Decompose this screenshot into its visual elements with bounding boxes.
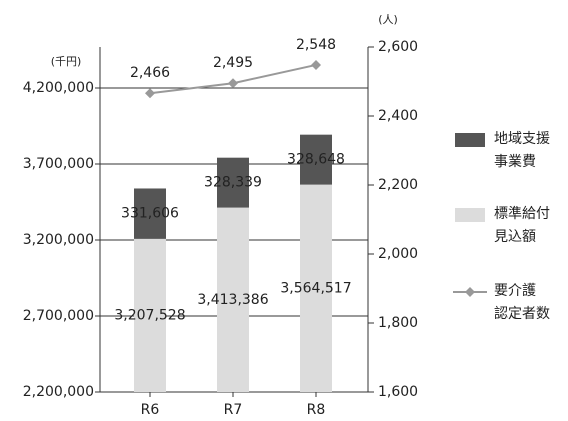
y-tick-label: 4,200,000 bbox=[23, 80, 94, 96]
legend-label: 地域支援 事業費 bbox=[494, 131, 550, 170]
bar-value-label: 331,606 bbox=[121, 206, 179, 222]
bar-value-label: 328,648 bbox=[287, 152, 345, 168]
bar-segment bbox=[217, 207, 249, 392]
legend-marker bbox=[465, 287, 475, 297]
y2-tick-label: 2,600 bbox=[378, 39, 418, 55]
y-tick-label: 3,700,000 bbox=[23, 156, 94, 172]
bar-value-label: 3,413,386 bbox=[197, 292, 268, 308]
y2-tick-label: 2,000 bbox=[378, 246, 418, 262]
x-tick-label: R7 bbox=[224, 402, 243, 418]
bar-segment bbox=[300, 184, 332, 392]
bar-value-label: 328,339 bbox=[204, 175, 262, 191]
marker bbox=[228, 78, 238, 89]
y2-tick-label: 2,200 bbox=[378, 177, 418, 193]
y2-tick-label: 2,400 bbox=[378, 108, 418, 124]
legend-swatch bbox=[455, 133, 485, 147]
y2-tick-label: 1,800 bbox=[378, 315, 418, 331]
marker bbox=[311, 59, 321, 70]
bar-segment bbox=[217, 157, 249, 208]
legend-label: 要介護 認定者数 bbox=[494, 283, 550, 322]
bar-value-label: 3,564,517 bbox=[280, 280, 351, 296]
y2-tick-label: 1,600 bbox=[378, 384, 418, 400]
x-tick-label: R8 bbox=[307, 402, 326, 418]
legend-label: 標準給付 見込額 bbox=[494, 206, 550, 245]
line-value-label: 2,548 bbox=[296, 37, 336, 53]
bar-segment bbox=[134, 188, 166, 239]
legend-swatch bbox=[455, 208, 485, 222]
line-value-label: 2,495 bbox=[213, 55, 253, 71]
line-value-label: 2,466 bbox=[130, 65, 170, 81]
left-unit: (千円) bbox=[51, 55, 82, 68]
bar-segment bbox=[134, 238, 166, 392]
bar-value-label: 3,207,528 bbox=[114, 307, 185, 323]
x-tick-label: R6 bbox=[141, 402, 160, 418]
bar-segment bbox=[300, 134, 332, 185]
y-tick-label: 3,200,000 bbox=[23, 232, 94, 248]
right-unit: (人) bbox=[378, 13, 398, 26]
y-tick-label: 2,200,000 bbox=[23, 384, 94, 400]
marker bbox=[145, 88, 155, 99]
y-tick-label: 2,700,000 bbox=[23, 308, 94, 324]
